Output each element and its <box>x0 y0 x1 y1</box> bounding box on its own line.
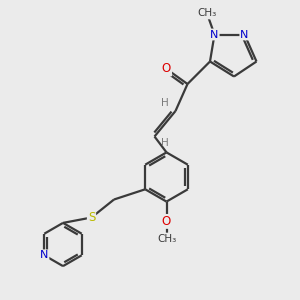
Text: N: N <box>240 29 249 40</box>
Text: O: O <box>162 62 171 76</box>
Text: O: O <box>162 215 171 228</box>
Text: CH₃: CH₃ <box>157 233 176 244</box>
Text: H: H <box>161 138 169 148</box>
Text: S: S <box>88 211 95 224</box>
Text: H: H <box>161 98 169 109</box>
Text: CH₃: CH₃ <box>197 8 217 19</box>
Text: N: N <box>210 29 219 40</box>
Text: N: N <box>40 250 49 260</box>
